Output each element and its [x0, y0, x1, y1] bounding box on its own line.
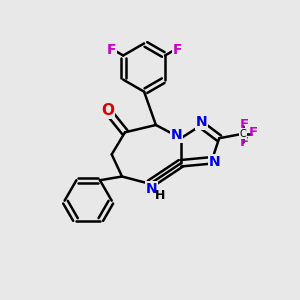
Text: H: H	[155, 188, 166, 202]
Text: F: F	[248, 126, 258, 139]
Text: O: O	[101, 103, 114, 118]
Text: F: F	[106, 43, 116, 57]
Text: F: F	[240, 136, 249, 149]
Text: C: C	[239, 129, 246, 139]
Text: N: N	[208, 155, 220, 169]
Text: N: N	[196, 115, 207, 129]
Text: N: N	[146, 182, 157, 196]
Text: F: F	[172, 43, 182, 57]
Text: F: F	[240, 118, 249, 131]
Text: N: N	[171, 128, 182, 142]
